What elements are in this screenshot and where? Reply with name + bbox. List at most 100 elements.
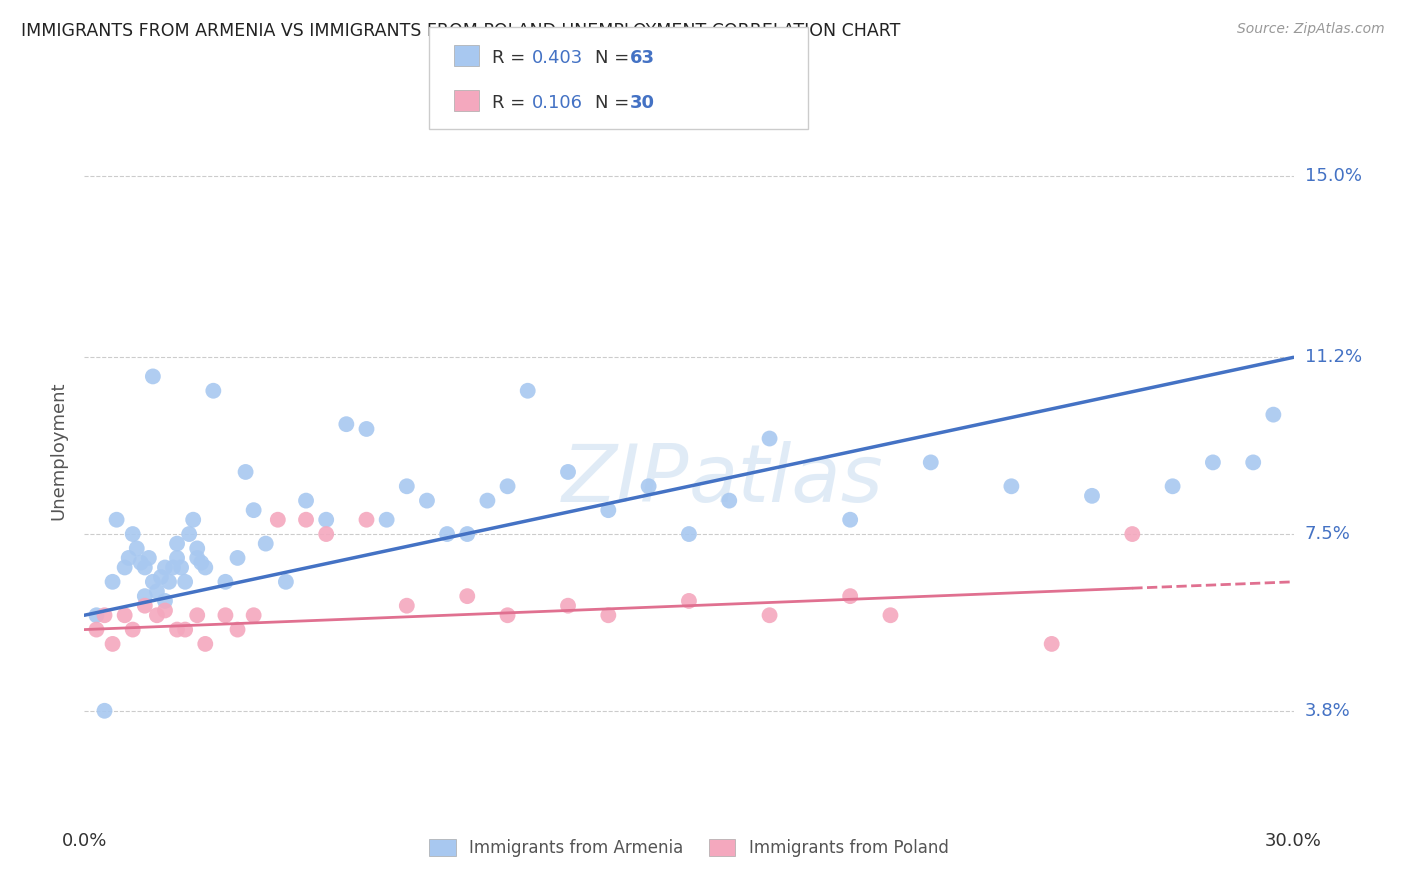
Point — [153, 594, 176, 608]
Point — [214, 608, 236, 623]
Point — [118, 550, 141, 565]
Point — [436, 527, 458, 541]
Point — [153, 560, 176, 574]
Point — [153, 603, 176, 617]
Point — [162, 560, 184, 574]
Point — [226, 550, 249, 565]
Text: 0.403: 0.403 — [531, 49, 582, 67]
Text: 7.5%: 7.5% — [1305, 525, 1351, 543]
Point — [235, 465, 257, 479]
Text: 3.8%: 3.8% — [1305, 702, 1350, 720]
Point — [395, 599, 418, 613]
Point — [254, 536, 277, 550]
Point — [114, 560, 136, 574]
Point — [1161, 479, 1184, 493]
Point — [456, 527, 478, 541]
Point — [335, 417, 357, 432]
Text: atlas: atlas — [689, 441, 884, 519]
Text: 15.0%: 15.0% — [1305, 167, 1361, 185]
Point — [242, 503, 264, 517]
Point — [678, 594, 700, 608]
Point — [194, 560, 217, 574]
Point — [395, 479, 418, 493]
Text: 11.2%: 11.2% — [1305, 348, 1362, 367]
Point — [202, 384, 225, 398]
Point — [138, 550, 160, 565]
Text: 63: 63 — [630, 49, 655, 67]
Text: N =: N = — [595, 49, 634, 67]
Point — [1202, 455, 1225, 469]
Point — [242, 608, 264, 623]
Text: N =: N = — [595, 94, 634, 112]
Point — [186, 550, 208, 565]
Point — [166, 623, 188, 637]
Point — [194, 637, 217, 651]
Point — [93, 704, 115, 718]
Point — [375, 513, 398, 527]
Point — [1081, 489, 1104, 503]
Text: 30: 30 — [630, 94, 655, 112]
Point — [1040, 637, 1063, 651]
Point — [557, 465, 579, 479]
Point — [186, 608, 208, 623]
Text: R =: R = — [492, 49, 531, 67]
Point — [516, 384, 538, 398]
Point — [1241, 455, 1264, 469]
Point — [174, 623, 197, 637]
Point — [496, 608, 519, 623]
Point — [179, 527, 201, 541]
Point — [149, 570, 172, 584]
Point — [879, 608, 901, 623]
Point — [839, 513, 862, 527]
Point — [134, 599, 156, 613]
Point — [166, 536, 188, 550]
Point — [557, 599, 579, 613]
Point — [101, 574, 124, 589]
Point — [758, 608, 780, 623]
Point — [598, 503, 620, 517]
Point — [416, 493, 439, 508]
Point — [637, 479, 659, 493]
Point — [477, 493, 499, 508]
Point — [267, 513, 290, 527]
Point — [758, 432, 780, 446]
Point — [142, 369, 165, 384]
Point — [1263, 408, 1285, 422]
Point — [295, 493, 318, 508]
Point — [1000, 479, 1022, 493]
Point — [86, 608, 108, 623]
Point — [274, 574, 297, 589]
Point — [315, 527, 337, 541]
Point — [129, 556, 152, 570]
Point — [598, 608, 620, 623]
Point — [134, 589, 156, 603]
Point — [174, 574, 197, 589]
Point — [166, 550, 188, 565]
Point — [315, 513, 337, 527]
Point — [186, 541, 208, 556]
Point — [1121, 527, 1143, 541]
Point — [157, 574, 180, 589]
Point — [170, 560, 193, 574]
Text: 0.106: 0.106 — [531, 94, 582, 112]
Point — [134, 560, 156, 574]
Point — [121, 623, 143, 637]
Point — [920, 455, 942, 469]
Point — [190, 556, 212, 570]
Text: R =: R = — [492, 94, 531, 112]
Point — [356, 422, 378, 436]
Point — [181, 513, 204, 527]
Point — [93, 608, 115, 623]
Point — [839, 589, 862, 603]
Y-axis label: Unemployment: Unemployment — [49, 381, 67, 520]
Text: IMMIGRANTS FROM ARMENIA VS IMMIGRANTS FROM POLAND UNEMPLOYMENT CORRELATION CHART: IMMIGRANTS FROM ARMENIA VS IMMIGRANTS FR… — [21, 22, 900, 40]
Point — [114, 608, 136, 623]
Point — [146, 608, 169, 623]
Point — [356, 513, 378, 527]
Point — [678, 527, 700, 541]
Point — [86, 623, 108, 637]
Point — [146, 584, 169, 599]
Point — [718, 493, 741, 508]
Point — [121, 527, 143, 541]
Point — [226, 623, 249, 637]
